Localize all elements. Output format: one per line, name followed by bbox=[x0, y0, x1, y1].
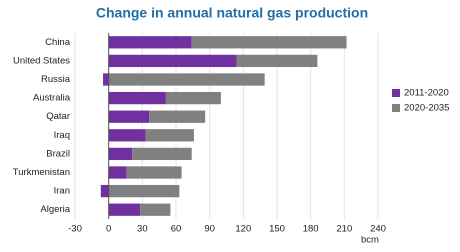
bar bbox=[108, 73, 265, 86]
bar bbox=[140, 203, 171, 216]
legend-label: 2011-2020 bbox=[404, 88, 449, 99]
y-tick-label: Brazil bbox=[46, 148, 70, 159]
bar bbox=[108, 91, 166, 105]
bar bbox=[165, 91, 221, 105]
y-tick-label: China bbox=[45, 37, 71, 48]
x-tick-label: 150 bbox=[269, 224, 285, 235]
x-tick-label: 240 bbox=[370, 224, 386, 235]
bar bbox=[100, 184, 109, 198]
bar bbox=[108, 184, 180, 198]
x-tick-label: 60 bbox=[171, 224, 182, 235]
legend-swatch bbox=[392, 89, 400, 97]
bar bbox=[108, 129, 146, 142]
bar bbox=[103, 73, 109, 86]
bar bbox=[108, 110, 150, 123]
y-tick-label: Australia bbox=[33, 93, 71, 104]
x-tick-label: 30 bbox=[137, 224, 148, 235]
bar bbox=[108, 54, 237, 68]
x-tick-label: 90 bbox=[204, 224, 215, 235]
y-tick-label: Turkmenistan bbox=[13, 167, 70, 178]
x-tick-label: 180 bbox=[303, 224, 319, 235]
bar bbox=[108, 166, 127, 179]
x-tick-label: -30 bbox=[68, 224, 82, 235]
y-tick-label: Iran bbox=[54, 186, 70, 197]
legend-swatch bbox=[392, 104, 400, 112]
x-tick-label: 120 bbox=[235, 224, 251, 235]
legend-label: 2020-2035 bbox=[404, 103, 449, 114]
y-tick-label: United States bbox=[13, 55, 70, 66]
bar bbox=[191, 36, 347, 49]
y-tick-label: Qatar bbox=[46, 111, 70, 122]
bar bbox=[149, 110, 206, 123]
y-tick-label: Algeria bbox=[40, 204, 70, 215]
bar bbox=[108, 203, 141, 216]
bar bbox=[108, 36, 192, 49]
x-tick-label: 210 bbox=[336, 224, 352, 235]
chart-title: Change in annual natural gas production bbox=[96, 5, 368, 21]
x-axis-label: bcm bbox=[361, 235, 379, 246]
y-tick-label: Iraq bbox=[54, 130, 70, 141]
bar bbox=[108, 147, 133, 161]
bar bbox=[236, 54, 318, 68]
y-tick-label: Russia bbox=[41, 74, 71, 85]
bar bbox=[132, 147, 192, 161]
bar bbox=[145, 129, 194, 142]
bar bbox=[126, 166, 182, 179]
x-tick-label: 0 bbox=[106, 224, 111, 235]
